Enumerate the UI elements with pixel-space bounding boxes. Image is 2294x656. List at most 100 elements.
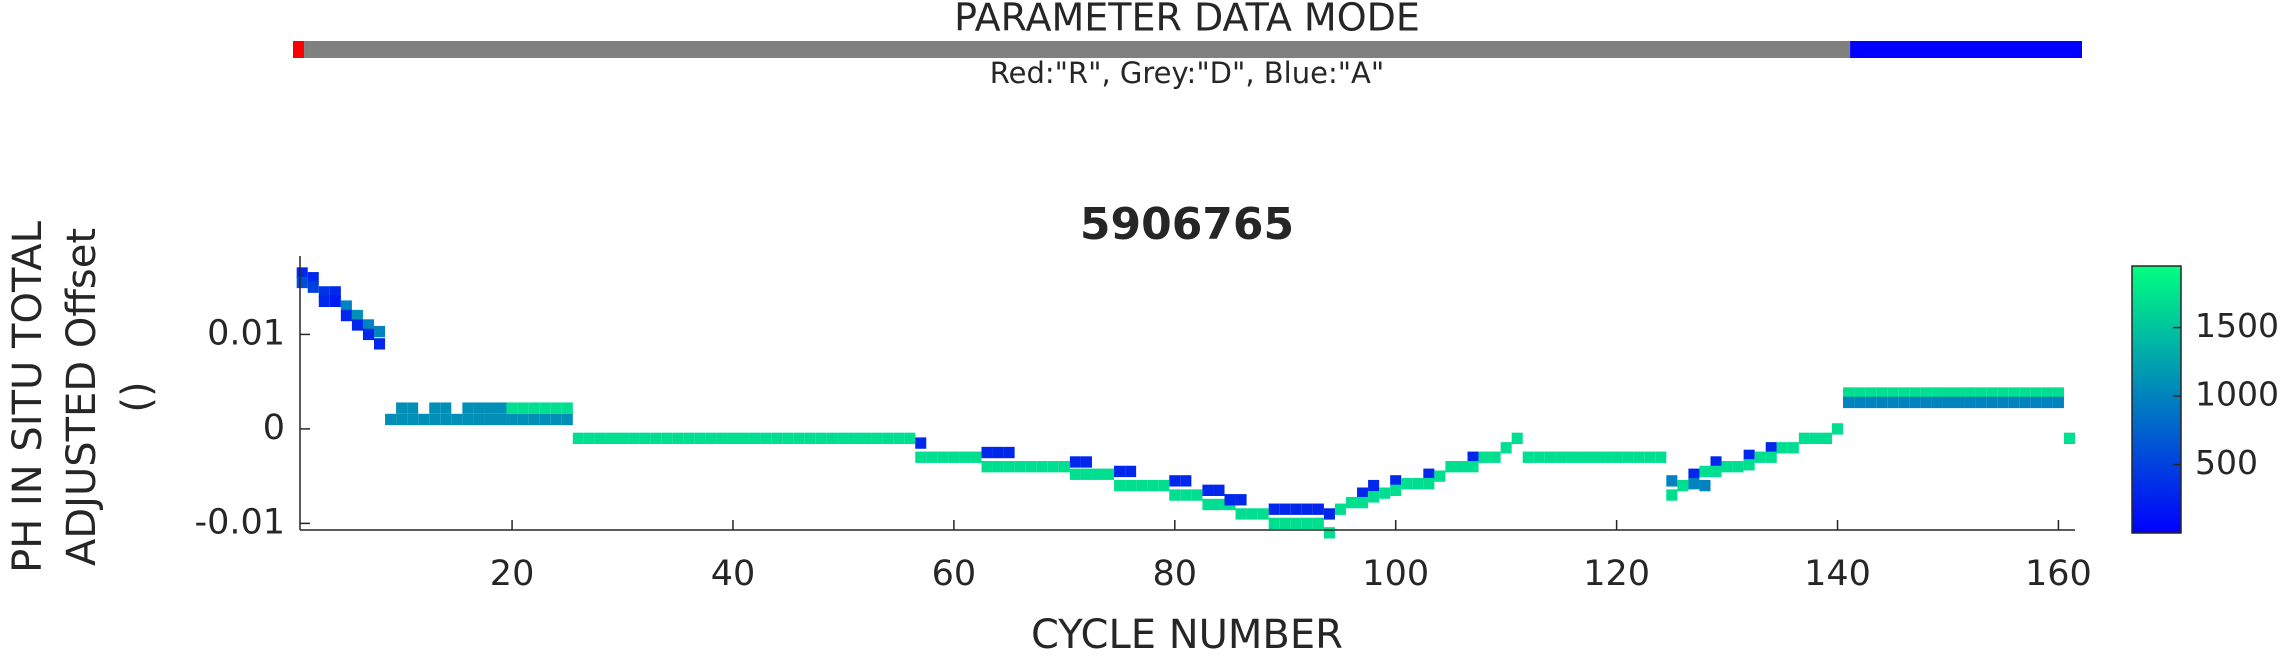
data-point [716, 432, 728, 445]
data-point [1036, 461, 1048, 473]
data-point [1721, 461, 1733, 473]
data-point [550, 402, 562, 414]
data-point [837, 432, 849, 445]
data-point [1754, 451, 1766, 463]
data-point [1798, 432, 1810, 445]
data-point [605, 432, 618, 445]
data-point [1489, 451, 1501, 463]
data-point [528, 402, 540, 414]
data-point [1633, 451, 1645, 463]
data-point [462, 413, 474, 426]
data-point [1202, 498, 1214, 511]
data-point [506, 402, 518, 414]
data-point [1887, 396, 1899, 409]
data-point [407, 402, 419, 414]
data-point [1655, 451, 1667, 463]
data-point [1368, 491, 1380, 503]
data-point [1368, 479, 1380, 492]
chart-title: 5906765 [1080, 199, 1294, 250]
data-point [1743, 459, 1755, 471]
data-point [1688, 468, 1700, 480]
data-point [1743, 449, 1755, 462]
data-point [1158, 479, 1170, 492]
data-point [396, 413, 408, 426]
data-point [1688, 478, 1700, 490]
data-point [1865, 396, 1877, 409]
data-point [705, 432, 717, 445]
data-point [1357, 496, 1369, 509]
data-point [1544, 451, 1556, 463]
data-point [374, 325, 386, 338]
data-point [1975, 396, 1987, 409]
data-point [1279, 503, 1291, 515]
data-point [1566, 451, 1578, 463]
data-point [1478, 451, 1490, 463]
data-point [1997, 396, 2009, 409]
data-point [815, 432, 827, 445]
data-point [1312, 517, 1324, 530]
data-point [340, 309, 352, 322]
data-point [1931, 396, 1943, 409]
x-tick-label: 140 [1804, 554, 1871, 594]
data-point [639, 432, 651, 445]
data-point [1290, 503, 1302, 515]
data-point [970, 451, 982, 463]
data-point [1025, 461, 1037, 473]
data-point [1898, 396, 1910, 409]
data-point [2052, 387, 2064, 399]
data-point [1533, 451, 1545, 463]
x-tick-label: 100 [1362, 554, 1429, 594]
data-point [2008, 387, 2020, 399]
data-point [583, 432, 595, 445]
data-point [1169, 489, 1181, 501]
data-point [1323, 527, 1335, 539]
data-point [1986, 396, 1998, 409]
data-point [1246, 508, 1258, 520]
data-point [992, 461, 1004, 473]
data-point [1909, 387, 1921, 399]
data-point [1953, 396, 1965, 409]
data-point [760, 432, 772, 445]
mode-subtitle: Red:"R", Grey:"D", Blue:"A" [990, 56, 1384, 90]
data-point [1666, 489, 1678, 501]
data-point [528, 413, 540, 426]
data-point [1854, 396, 1866, 409]
data-point [1500, 442, 1512, 454]
data-point [495, 402, 507, 414]
data-point [672, 432, 684, 445]
data-point [351, 309, 363, 322]
data-point [539, 402, 551, 414]
x-tick-label: 120 [1583, 554, 1650, 594]
data-point [694, 432, 706, 445]
data-point [473, 413, 485, 426]
data-point [1765, 451, 1777, 463]
data-point [1809, 432, 1821, 445]
data-point [1147, 479, 1159, 492]
data-point [1677, 479, 1689, 492]
data-point [1047, 461, 1059, 473]
data-point [1003, 446, 1015, 459]
data-point [1058, 461, 1070, 473]
x-tick-label: 160 [2025, 554, 2092, 594]
data-point [1213, 484, 1225, 496]
data-point [1843, 396, 1855, 409]
data-point [517, 413, 529, 426]
data-point [1114, 465, 1126, 478]
data-point [1710, 465, 1722, 478]
data-point [1787, 442, 1799, 454]
data-point [882, 432, 894, 445]
data-point [1235, 508, 1247, 520]
data-point [1865, 387, 1877, 399]
data-point [683, 432, 695, 445]
data-point [440, 402, 452, 414]
data-point [1931, 387, 1943, 399]
data-point [462, 402, 474, 414]
data-point [826, 432, 838, 445]
data-point [1180, 475, 1192, 487]
data-point [473, 402, 485, 414]
data-point [1898, 387, 1910, 399]
data-point [351, 319, 363, 331]
data-point [296, 276, 308, 289]
data-point [1434, 470, 1446, 482]
